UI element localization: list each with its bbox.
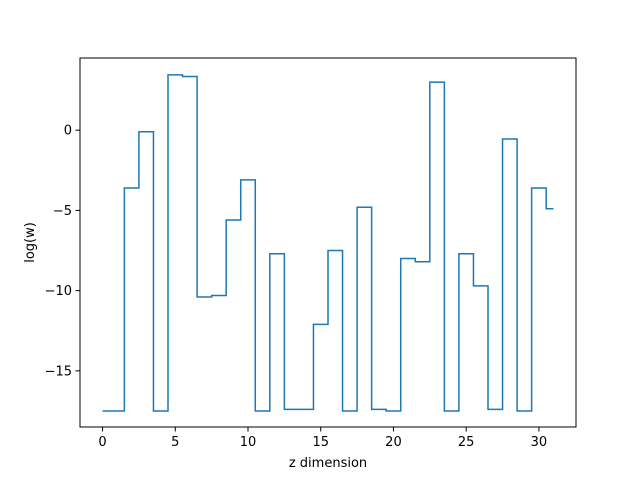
x-tick-label: 20	[385, 435, 402, 450]
x-axis-ticks: 0 5 10 15 20 25 30	[98, 427, 547, 450]
series-line-0	[102, 74, 554, 412]
axes-frame	[79, 57, 577, 428]
x-tick-label: 15	[312, 435, 329, 450]
x-tick-label: 0	[98, 435, 106, 450]
x-tick-label: 10	[240, 435, 257, 450]
y-tick-label: −15	[45, 364, 72, 379]
y-axis-ticks: −15 −10 −5 0	[45, 124, 80, 379]
y-tick-label: −5	[53, 204, 72, 219]
x-tick-label: 5	[171, 435, 179, 450]
y-axis-label: log(w)	[23, 222, 38, 263]
y-tick-label: 0	[64, 124, 72, 139]
x-tick-label: 30	[531, 435, 548, 450]
x-tick-label: 25	[458, 435, 475, 450]
x-axis-label: z dimension	[289, 456, 367, 471]
y-tick-label: −10	[45, 284, 72, 299]
plot-area	[102, 74, 554, 412]
